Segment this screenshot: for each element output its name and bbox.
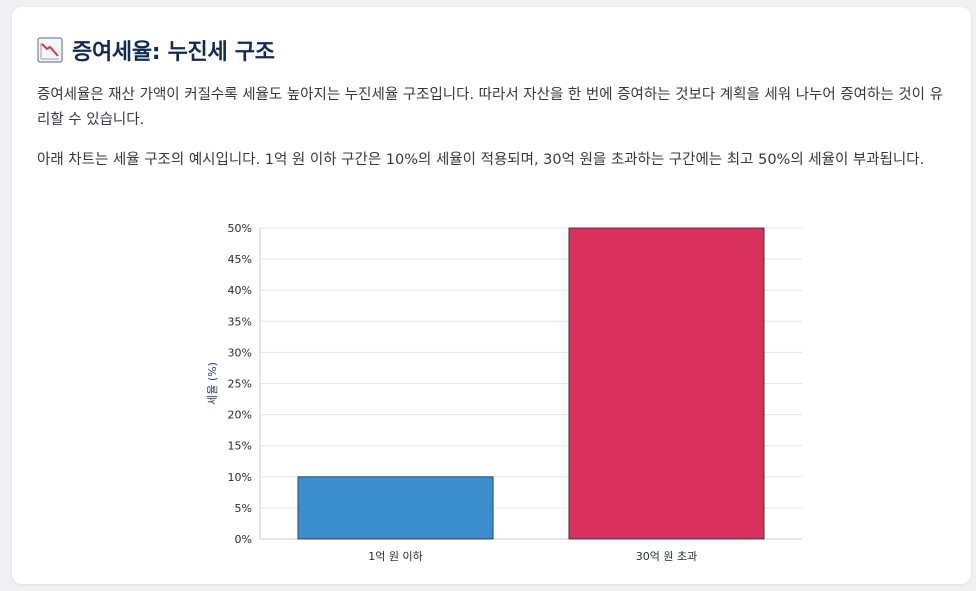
- y-tick-label: 10%: [228, 471, 252, 484]
- y-tick-label: 25%: [228, 378, 252, 391]
- bar: [568, 227, 765, 540]
- y-axis-label: 세율 (%): [206, 362, 219, 405]
- y-tick-label: 50%: [228, 222, 252, 235]
- y-tick-label: 0%: [235, 533, 252, 546]
- x-tick-label: 30억 원 초과: [636, 550, 697, 563]
- x-tick-label: 1억 원 이하: [368, 549, 422, 563]
- intro-paragraph: 증여세율은 재산 가액이 커질수록 세율도 높아지는 누진세율 구조입니다. 따…: [37, 87, 943, 128]
- y-tick-label: 20%: [228, 409, 252, 422]
- chart-decreasing-icon: [37, 37, 63, 63]
- content-card: 증여세율: 누진세 구조 증여세율은 재산 가액이 커질수록 세율도 높아지는 …: [12, 7, 971, 584]
- y-tick-label: 40%: [228, 284, 252, 297]
- page-title: 증여세율: 누진세 구조: [37, 34, 275, 66]
- title-text: 증여세율: 누진세 구조: [72, 40, 275, 65]
- bar: [297, 476, 494, 540]
- chart-description-paragraph: 아래 차트는 세율 구조의 예시입니다. 1억 원 이하 구간은 10%의 세율…: [37, 152, 925, 168]
- y-tick-label: 15%: [228, 440, 252, 453]
- y-tick-label: 30%: [228, 346, 252, 359]
- tax-rate-bar-chart: 0% 5% 10% 15% 20% 25% 30% 35% 40% 45% 50% 세율 (%) 1억 …: [206, 222, 802, 563]
- y-tick-label: 45%: [228, 253, 252, 266]
- y-tick-label: 35%: [228, 315, 252, 328]
- y-tick-label: 5%: [235, 502, 252, 515]
